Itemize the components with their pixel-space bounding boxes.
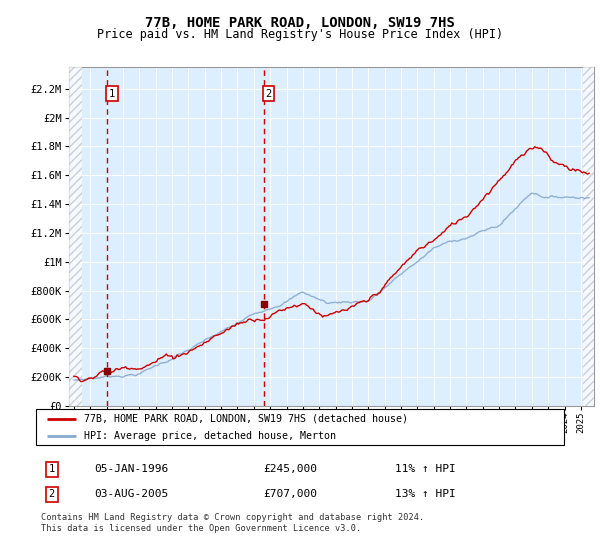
Text: £707,000: £707,000 bbox=[263, 489, 317, 499]
Text: 77B, HOME PARK ROAD, LONDON, SW19 7HS: 77B, HOME PARK ROAD, LONDON, SW19 7HS bbox=[145, 16, 455, 30]
Text: 1: 1 bbox=[49, 464, 55, 474]
Text: HPI: Average price, detached house, Merton: HPI: Average price, detached house, Mert… bbox=[83, 431, 335, 441]
Text: 2: 2 bbox=[49, 489, 55, 499]
Text: Price paid vs. HM Land Registry's House Price Index (HPI): Price paid vs. HM Land Registry's House … bbox=[97, 28, 503, 41]
Text: 03-AUG-2005: 03-AUG-2005 bbox=[94, 489, 169, 499]
Text: 1: 1 bbox=[109, 89, 115, 99]
Text: £245,000: £245,000 bbox=[263, 464, 317, 474]
Text: Contains HM Land Registry data © Crown copyright and database right 2024.
This d: Contains HM Land Registry data © Crown c… bbox=[41, 513, 425, 533]
Text: 2: 2 bbox=[266, 89, 272, 99]
Bar bbox=[69, 67, 82, 406]
FancyBboxPatch shape bbox=[36, 409, 564, 445]
Bar bbox=[583, 67, 594, 406]
Text: 05-JAN-1996: 05-JAN-1996 bbox=[94, 464, 169, 474]
Text: 11% ↑ HPI: 11% ↑ HPI bbox=[395, 464, 456, 474]
Text: 77B, HOME PARK ROAD, LONDON, SW19 7HS (detached house): 77B, HOME PARK ROAD, LONDON, SW19 7HS (d… bbox=[83, 414, 407, 424]
Text: 13% ↑ HPI: 13% ↑ HPI bbox=[395, 489, 456, 499]
